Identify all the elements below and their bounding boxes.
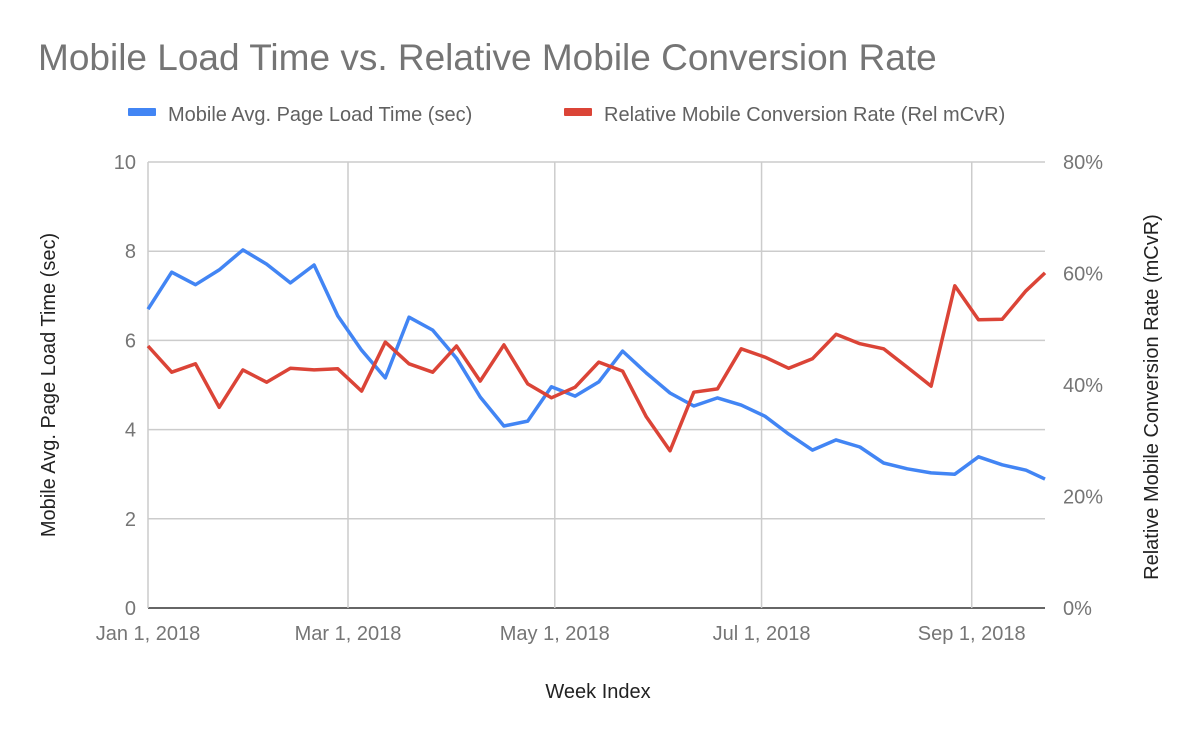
tick-labels: 0 2 4 6 8 10 0% 20% 40% 60% 80% Jan 1, 2018 Mar 1, 2… xyxy=(96,152,1104,645)
y-left-tick-label: 0 xyxy=(125,598,136,620)
y-left-tick-label: 6 xyxy=(125,330,136,352)
y-left-tick-label: 8 xyxy=(125,241,136,263)
legend-swatch-load-time xyxy=(128,108,156,116)
y-left-tick-label: 2 xyxy=(125,509,136,531)
legend: Mobile Avg. Page Load Time (sec) Relativ… xyxy=(128,104,1005,126)
x-axis-label: Week Index xyxy=(545,681,650,703)
legend-label-load-time: Mobile Avg. Page Load Time (sec) xyxy=(168,104,472,126)
y-axis-label-right: Relative Mobile Conversion Rate (mCvR) xyxy=(1141,214,1163,580)
x-tick-label: Jul 1, 2018 xyxy=(713,623,811,645)
legend-label-conversion: Relative Mobile Conversion Rate (Rel mCv… xyxy=(604,104,1005,126)
y-right-tick-label: 0% xyxy=(1063,598,1092,620)
x-tick-label: Jan 1, 2018 xyxy=(96,623,201,645)
chart-title: Mobile Load Time vs. Relative Mobile Con… xyxy=(38,37,937,78)
series-line-conversion-rate xyxy=(146,271,1047,453)
y-right-tick-label: 20% xyxy=(1063,487,1103,509)
y-right-tick-label: 60% xyxy=(1063,264,1103,286)
x-tick-label: May 1, 2018 xyxy=(500,623,610,645)
y-right-tick-label: 80% xyxy=(1063,152,1103,174)
series-line-load-time xyxy=(146,248,1046,481)
grid xyxy=(147,161,1045,609)
legend-swatch-conversion xyxy=(564,108,592,116)
x-tick-label: Mar 1, 2018 xyxy=(295,623,402,645)
y-left-tick-label: 10 xyxy=(114,152,136,174)
series-lines xyxy=(146,248,1047,481)
x-tick-label: Sep 1, 2018 xyxy=(918,623,1026,645)
y-left-tick-label: 4 xyxy=(125,420,136,442)
y-axis-label-left: Mobile Avg. Page Load Time (sec) xyxy=(38,233,60,537)
y-right-tick-label: 40% xyxy=(1063,375,1103,397)
